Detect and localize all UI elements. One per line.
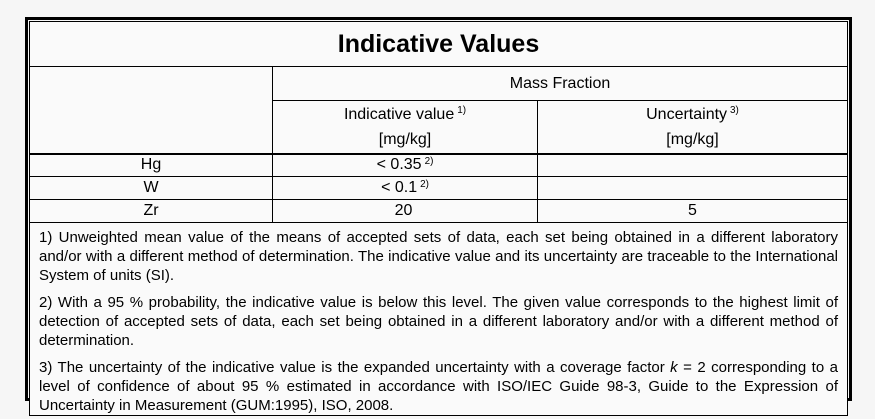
element-cell: Zr	[29, 199, 273, 223]
footnotes-block: 1) Unweighted mean value of the means of…	[29, 222, 848, 416]
indicative-values-table: Indicative Values Mass Fraction Indicati…	[29, 21, 848, 416]
footnote-ref-3: 3)	[730, 105, 739, 117]
footnote-3-text-after-k: = 2 corresponding to a level of confiden…	[39, 359, 838, 414]
mass-fraction-header: Mass Fraction	[272, 66, 848, 101]
footnote-ref-1: 1)	[457, 105, 467, 117]
uncertainty-column-header: Uncertainty 3) [mg/kg]	[537, 100, 848, 154]
footnote-ref-2: 2)	[420, 178, 429, 190]
uncertainty-label: Uncertainty	[646, 105, 728, 123]
indicative-value-column-header: Indicative value 1) [mg/kg]	[272, 100, 538, 154]
indicative-value-cell: < 0.1 2)	[272, 176, 538, 200]
footnote-1: 1) Unweighted mean value of the means of…	[39, 229, 838, 284]
footnote-3-text-before-k: 3) The uncertainty of the indicative val…	[39, 359, 671, 376]
indicative-value-text: 20	[394, 202, 413, 219]
footnote-3: 3) The uncertainty of the indicative val…	[39, 358, 838, 415]
indicative-value-text: < 0.1	[381, 179, 418, 196]
indicative-value-text: < 0.35	[376, 156, 422, 174]
indicative-value-cell: 20	[272, 199, 538, 223]
uncertainty-cell	[537, 152, 848, 177]
element-column-corner-cell	[29, 66, 273, 154]
footnote-ref-2: 2)	[424, 155, 434, 167]
indicative-values-table-frame: Indicative Values Mass Fraction Indicati…	[25, 17, 852, 416]
table-row-hg: Hg < 0.35 2)	[29, 152, 848, 177]
indicative-value-cell: < 0.35 2)	[272, 152, 538, 177]
footnotes-row: 1) Unweighted mean value of the means of…	[29, 222, 848, 416]
group-header-row: Mass Fraction	[29, 66, 848, 154]
table-row-w: W < 0.1 2)	[29, 176, 848, 200]
footnote-3-coverage-factor-k: k	[670, 359, 678, 376]
uncertainty-unit: [mg/kg]	[666, 130, 719, 148]
table-title: Indicative Values	[29, 21, 848, 67]
footnote-2: 2) With a 95 % probability, the indicati…	[39, 294, 838, 349]
indicative-value-unit: [mg/kg]	[378, 130, 432, 148]
element-cell: Hg	[29, 152, 273, 177]
table-title-row: Indicative Values	[29, 21, 848, 67]
table-row-zr: Zr 20 5	[29, 199, 848, 223]
uncertainty-cell	[537, 176, 848, 200]
indicative-value-label: Indicative value	[343, 105, 455, 123]
column-header-row: Indicative value 1) [mg/kg] Uncertainty 3)…	[30, 100, 848, 154]
element-cell: W	[29, 176, 273, 200]
uncertainty-cell: 5	[537, 199, 848, 223]
